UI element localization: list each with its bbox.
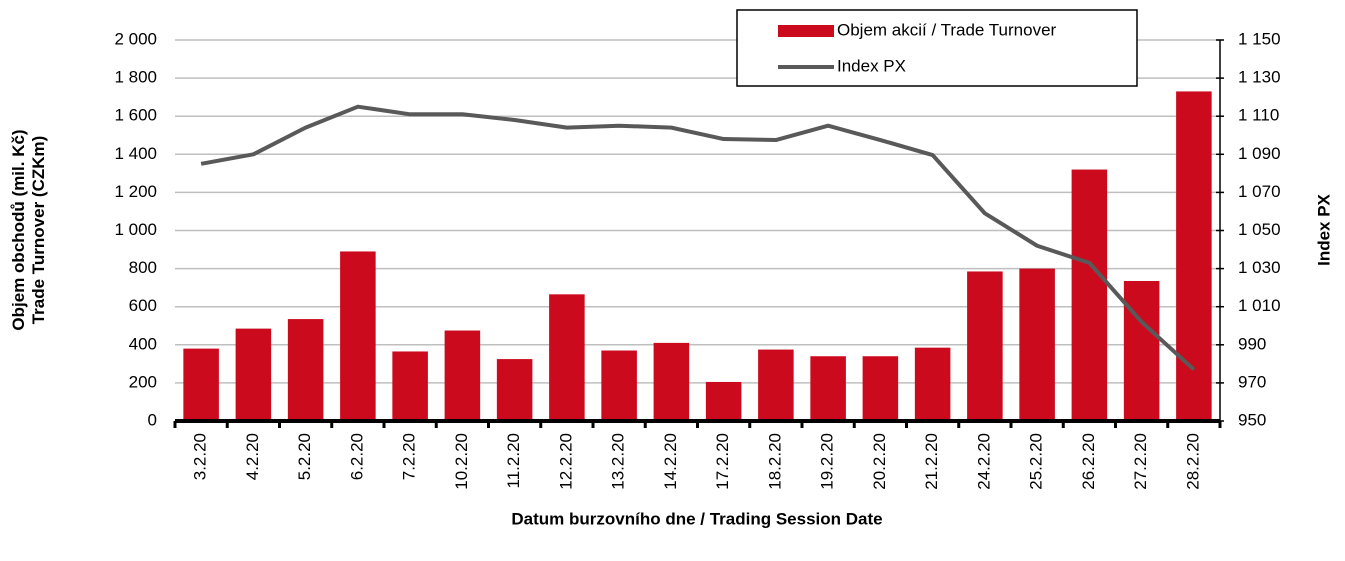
line xyxy=(200,104,1196,372)
y-tick-label: 1 800 xyxy=(114,68,157,87)
y2-tick-label: 1 070 xyxy=(1238,182,1281,201)
bar xyxy=(705,381,742,421)
y-tick-label: 600 xyxy=(129,296,157,315)
bar xyxy=(1176,91,1212,421)
y2-tick-label: 1 110 xyxy=(1238,106,1279,125)
bar xyxy=(183,348,219,421)
bar xyxy=(1019,268,1055,421)
x-tick-label: 6.2.20 xyxy=(347,433,366,480)
x-tick-label: 26.2.20 xyxy=(1079,433,1098,490)
y-tick-label: 1 200 xyxy=(114,182,157,201)
y2-tick-label: 1 090 xyxy=(1238,144,1281,163)
x-tick-label: 4.2.20 xyxy=(243,433,262,480)
bar xyxy=(601,350,637,421)
y2-tick-label: 990 xyxy=(1238,334,1266,353)
y-tick-label: 0 xyxy=(148,410,157,429)
x-tick-label: 14.2.20 xyxy=(661,433,680,490)
bar xyxy=(340,251,376,421)
y-axis-label: Objem obchodů (mil. Kč)Trade Turnover (C… xyxy=(9,129,48,330)
y-tick-label: 800 xyxy=(129,258,157,277)
x-tick-label: 27.2.20 xyxy=(1131,433,1150,490)
y2-tick-label: 1 050 xyxy=(1238,220,1281,239)
bar xyxy=(392,351,428,421)
y-tick-label: 1 000 xyxy=(114,220,157,239)
y-tick-label: 1 400 xyxy=(114,144,157,163)
bar xyxy=(1071,169,1108,421)
x-tick-label: 7.2.20 xyxy=(400,433,419,480)
x-tick-label: 3.2.20 xyxy=(191,433,210,480)
x-tick-label: 18.2.20 xyxy=(765,433,784,490)
bar xyxy=(810,356,846,421)
bar xyxy=(444,330,481,421)
bar xyxy=(549,294,585,421)
x-tick-label: 19.2.20 xyxy=(818,433,837,490)
bar xyxy=(967,271,1003,421)
x-tick-label: 24.2.20 xyxy=(974,433,993,490)
x-tick-label: 20.2.20 xyxy=(870,433,889,490)
y-tick-label: 2 000 xyxy=(114,29,157,48)
x-tick-label: 21.2.20 xyxy=(922,433,941,490)
y2-tick-label: 1 150 xyxy=(1238,29,1281,48)
x-tick-label: 13.2.20 xyxy=(609,433,628,490)
y-tick-label: 400 xyxy=(129,334,157,353)
x-axis-label: Datum burzovního dne / Trading Session D… xyxy=(511,509,882,528)
bar xyxy=(1123,280,1160,421)
y2-tick-label: 950 xyxy=(1238,410,1266,429)
x-tick-label: 28.2.20 xyxy=(1183,433,1202,490)
bar xyxy=(758,349,794,421)
y-tick-label: 200 xyxy=(129,372,157,391)
bar xyxy=(862,356,899,421)
x-tick-label: 12.2.20 xyxy=(556,433,575,490)
y2-tick-label: 1 030 xyxy=(1238,258,1281,277)
x-tick-label: 10.2.20 xyxy=(452,433,471,490)
y2-tick-label: 970 xyxy=(1238,372,1266,391)
bar xyxy=(914,347,951,421)
y-tick-label: 1 600 xyxy=(114,106,157,125)
x-tick-label: 5.2.20 xyxy=(295,433,314,480)
legend-label: Objem akcií / Trade Turnover xyxy=(837,20,1057,39)
x-tick-label: 25.2.20 xyxy=(1027,433,1046,490)
y2-axis-label: Index PX xyxy=(1314,193,1333,265)
legend-box xyxy=(736,9,1138,87)
legend-swatch xyxy=(778,25,834,37)
y2-tick-label: 1 130 xyxy=(1238,68,1281,87)
x-tick-label: 17.2.20 xyxy=(713,433,732,490)
bar xyxy=(235,328,272,421)
y2-tick-label: 1 010 xyxy=(1238,296,1281,315)
bar xyxy=(653,342,690,421)
bar xyxy=(496,359,533,421)
legend-label: Index PX xyxy=(837,56,906,75)
bar xyxy=(287,319,324,421)
x-tick-label: 11.2.20 xyxy=(504,433,523,488)
